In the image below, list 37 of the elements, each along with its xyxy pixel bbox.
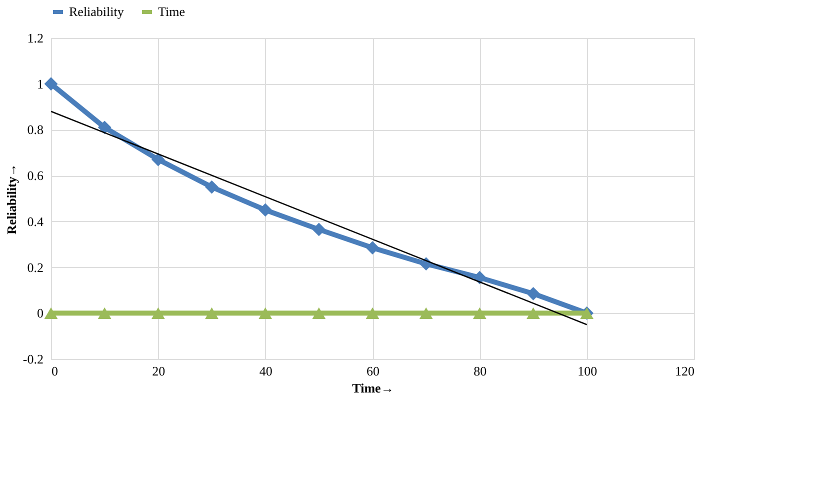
x-axis-title: Time→ <box>352 380 394 396</box>
y-tick-label: 1.2 <box>27 30 44 46</box>
point <box>205 180 218 194</box>
x-tick-label: 0 <box>52 364 58 378</box>
y-tick-label: 0.6 <box>27 168 44 184</box>
point <box>258 307 272 319</box>
x-tick-label: 60 <box>366 364 380 378</box>
x-tick-label: 80 <box>474 364 487 378</box>
point <box>44 307 58 319</box>
y-tick-label: 1 <box>37 76 44 92</box>
y-tick-label: 0.8 <box>27 122 44 138</box>
point <box>472 307 486 319</box>
point <box>151 152 165 166</box>
point <box>419 307 433 319</box>
point <box>526 307 540 319</box>
point <box>258 203 272 217</box>
point <box>98 120 112 134</box>
point <box>98 307 112 319</box>
x-tick-label: 100 <box>578 364 598 378</box>
x-tick-label: 20 <box>152 364 166 378</box>
y-tick-label: -0.2 <box>22 352 44 366</box>
point <box>151 307 165 319</box>
legend-label: Time <box>158 4 186 19</box>
point <box>366 307 380 319</box>
point <box>205 307 218 319</box>
legend-label: Reliability <box>69 4 124 19</box>
y-tick-label: 0.4 <box>27 214 44 229</box>
y-tick-label: 0 <box>37 306 44 321</box>
x-tick-label: 120 <box>675 364 694 378</box>
point <box>312 307 326 319</box>
x-tick-label: 40 <box>259 364 272 378</box>
y-tick-label: 0.2 <box>27 260 44 275</box>
y-axis-title: Reliability→ <box>4 164 19 234</box>
point <box>44 77 58 91</box>
point <box>526 286 540 300</box>
point <box>312 222 326 236</box>
point <box>366 241 380 255</box>
